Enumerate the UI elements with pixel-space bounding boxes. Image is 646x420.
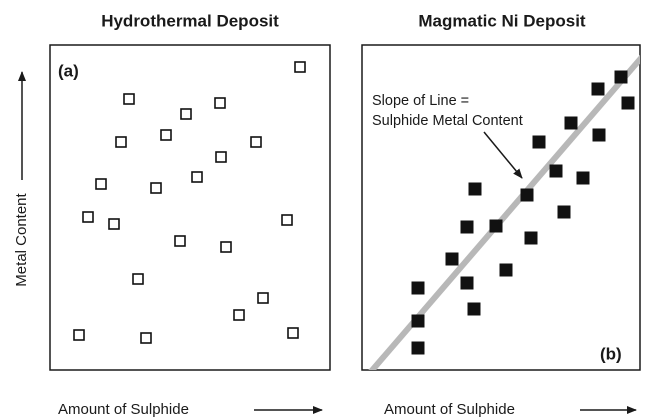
panel-label: (b) — [600, 344, 622, 363]
point — [233, 309, 245, 321]
point — [174, 235, 186, 247]
point — [549, 164, 563, 178]
point — [411, 281, 425, 295]
point — [411, 314, 425, 328]
point — [592, 128, 606, 142]
panel-title: Magmatic Ni Deposit — [418, 11, 586, 30]
point — [140, 332, 152, 344]
point — [180, 108, 192, 120]
point — [215, 151, 227, 163]
point — [250, 136, 262, 148]
point — [123, 93, 135, 105]
point — [220, 241, 232, 253]
panel-frame — [361, 44, 641, 371]
point — [95, 178, 107, 190]
annotation: Slope of Line = — [372, 93, 469, 109]
point — [445, 252, 459, 266]
panel-label: (a) — [58, 61, 79, 80]
point — [524, 231, 538, 245]
point — [287, 327, 299, 339]
annotation-arrow — [483, 131, 523, 179]
point — [460, 276, 474, 290]
open-points — [73, 61, 306, 344]
point — [82, 211, 94, 223]
panel-title: Hydrothermal Deposit — [101, 11, 279, 30]
annotation: Sulphide Metal Content — [372, 113, 523, 129]
trend-line — [368, 54, 640, 370]
point — [591, 82, 605, 96]
point — [520, 188, 534, 202]
panel-frame — [49, 44, 331, 371]
point — [108, 218, 120, 230]
point — [621, 96, 635, 110]
point — [489, 219, 503, 233]
point — [73, 329, 85, 341]
point — [132, 273, 144, 285]
point — [160, 129, 172, 141]
point — [115, 136, 127, 148]
point — [614, 70, 628, 84]
filled-points — [411, 70, 635, 355]
x-axis-label: Amount of Sulphide — [384, 401, 515, 418]
x-axis-label: Amount of Sulphide — [58, 401, 189, 418]
point — [411, 341, 425, 355]
point — [294, 61, 306, 73]
point — [557, 205, 571, 219]
point — [532, 135, 546, 149]
point — [499, 263, 513, 277]
point — [460, 220, 474, 234]
y-axis-label: Metal Content — [13, 192, 30, 286]
point — [191, 171, 203, 183]
point — [257, 292, 269, 304]
point — [150, 182, 162, 194]
point — [281, 214, 293, 226]
point — [564, 116, 578, 130]
point — [468, 182, 482, 196]
point — [467, 302, 481, 316]
point — [576, 171, 590, 185]
point — [214, 97, 226, 109]
